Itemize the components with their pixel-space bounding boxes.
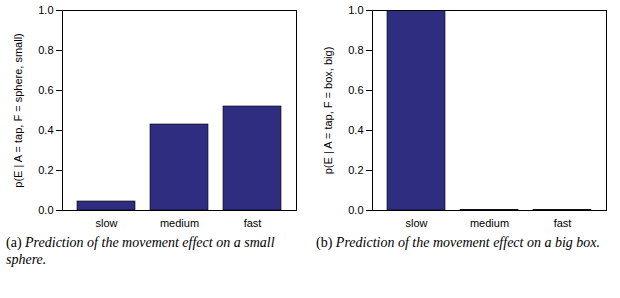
svg-text:medium: medium	[160, 217, 199, 229]
svg-text:slow: slow	[405, 217, 427, 229]
svg-text:0.8: 0.8	[38, 44, 53, 56]
svg-text:1.0: 1.0	[38, 4, 53, 16]
svg-text:p(E | A = tap, F = sphere, sma: p(E | A = tap, F = sphere, small)	[12, 33, 24, 187]
svg-text:0.4: 0.4	[38, 124, 53, 136]
svg-text:slow: slow	[95, 217, 117, 229]
svg-text:0.6: 0.6	[38, 84, 53, 96]
html-text:(a) Prediction of the movement: (a) Prediction of the movement effect on…	[6, 235, 275, 267]
svg-text:0.0: 0.0	[38, 204, 53, 216]
svg-text:p(E | A = tap, F = box, big): p(E | A = tap, F = box, big)	[322, 47, 334, 175]
svg-text:0.6: 0.6	[348, 84, 363, 96]
svg-text:medium: medium	[470, 217, 509, 229]
svg-text:0.4: 0.4	[348, 124, 363, 136]
svg-text:0.2: 0.2	[38, 164, 53, 176]
svg-text:0.8: 0.8	[348, 44, 363, 56]
svg-text:1.0: 1.0	[348, 4, 363, 16]
svg-text:0.2: 0.2	[348, 164, 363, 176]
svg-text:fast: fast	[244, 217, 262, 229]
svg-text:0.0: 0.0	[348, 204, 363, 216]
svg-text:fast: fast	[554, 217, 572, 229]
html-text:(b) Prediction of the movement: (b) Prediction of the movement effect on…	[316, 235, 601, 250]
